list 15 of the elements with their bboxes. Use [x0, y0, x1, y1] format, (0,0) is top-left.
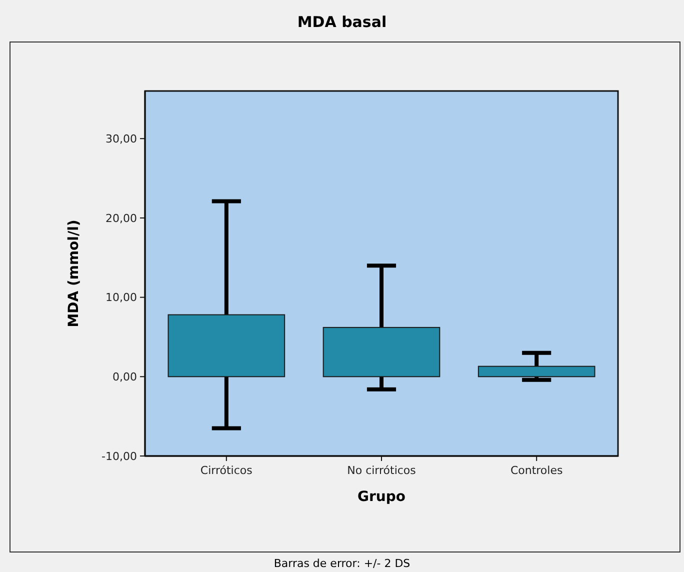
- bar: [322, 326, 440, 378]
- y-tick-label: 30,00: [106, 132, 137, 146]
- x-axis-title: Grupo: [357, 489, 406, 505]
- text: Barras de error: +/- 2 DS: [274, 557, 410, 570]
- bar: [478, 366, 596, 378]
- y-axis-title: MDA (mmol/l): [66, 220, 82, 328]
- y-tick-label: 10,00: [106, 291, 137, 304]
- x-tick-label: No cirróticos: [347, 464, 416, 477]
- chart-title: MDA basal: [297, 13, 387, 31]
- x-tick-label: Cirróticos: [200, 464, 253, 477]
- x-tick-label: Controles: [510, 464, 563, 477]
- bar: [168, 314, 286, 378]
- y-tick-label: 0,00: [112, 370, 137, 384]
- y-tick-label: 20,00: [106, 212, 137, 225]
- y-tick-label: -10,00: [102, 450, 137, 463]
